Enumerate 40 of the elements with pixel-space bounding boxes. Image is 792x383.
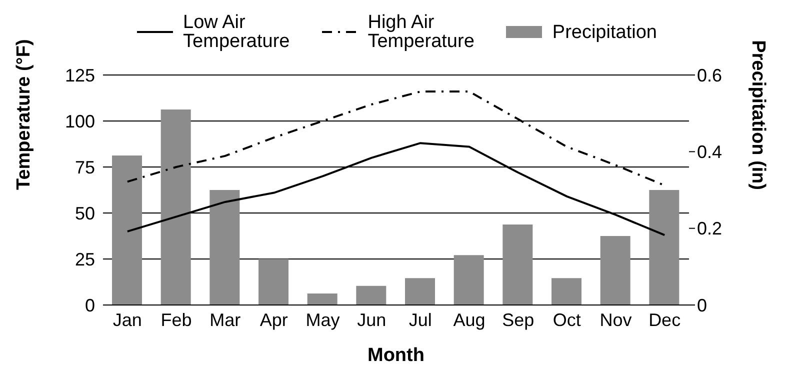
legend-label: High Air Temperature (368, 12, 474, 52)
bar (307, 294, 338, 305)
bar (405, 278, 435, 305)
y-tick-label: 0 (84, 295, 95, 316)
x-tick-label: Nov (600, 310, 632, 330)
y-tick-label: 50 (74, 203, 95, 224)
bar (258, 259, 288, 305)
x-tick-label: Dec (648, 310, 681, 330)
x-tick-label: Sep (502, 310, 534, 330)
legend-label: Low Air Temperature (183, 12, 290, 52)
bar (356, 286, 386, 305)
y2-tick-label: 0.4 (697, 142, 722, 162)
bar (160, 110, 191, 305)
bar (552, 278, 582, 305)
bar (600, 236, 630, 305)
y-axis-title: Temperature (°F) (14, 39, 35, 190)
y2-tick-label: 0 (697, 295, 708, 316)
y2-tick-label: 0.2 (697, 218, 722, 239)
x-tick-label: Apr (260, 310, 288, 330)
x-tick-label: Jul (408, 310, 432, 330)
legend-label: Precipitation (552, 22, 657, 42)
x-tick-label: Mar (210, 310, 241, 330)
y-tick-label: 125 (64, 65, 95, 86)
x-tick-label: Jun (357, 310, 386, 330)
y2-axis-title: Precipitation (in) (747, 40, 768, 190)
x-tick-label: Feb (160, 310, 192, 330)
x-tick-label: Aug (453, 310, 486, 330)
x-tick-label: Jan (112, 310, 142, 330)
bar (210, 190, 240, 305)
bar (649, 190, 680, 305)
x-axis-title: Month (368, 345, 424, 366)
y-tick-label: 75 (74, 157, 95, 178)
x-tick-label: May (306, 310, 340, 330)
bar (454, 255, 484, 305)
y-tick-label: 100 (64, 111, 95, 132)
y-tick-label: 25 (74, 249, 95, 270)
x-tick-label: Oct (552, 310, 581, 330)
y2-tick-label: 0.6 (697, 65, 722, 86)
bar (112, 156, 142, 305)
bar (502, 224, 533, 305)
